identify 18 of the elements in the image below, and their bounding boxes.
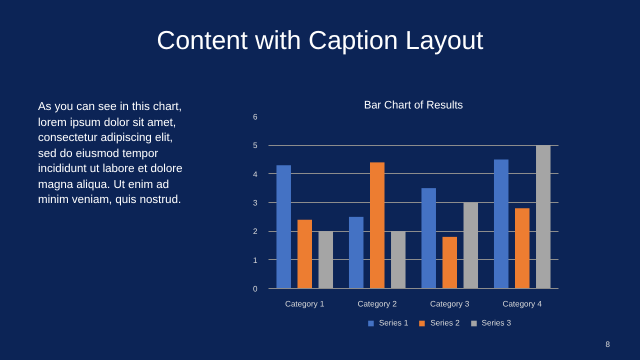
legend-label: Series 2: [430, 318, 460, 328]
y-tick-label: 2: [253, 227, 258, 236]
legend-label: Series 3: [482, 318, 512, 328]
y-tick-label: 6: [253, 112, 258, 122]
y-tick-label: 1: [253, 256, 258, 265]
x-tick-label: Category 2: [358, 300, 398, 308]
y-tick-label: 4: [253, 170, 258, 179]
text: Content with Caption Layout: [156, 24, 484, 57]
x-tick-label: Category 1: [285, 300, 325, 308]
chart-title: Bar Chart of Results: [364, 100, 464, 112]
text: 8: [604, 339, 610, 350]
y-tick-label: 0: [253, 284, 258, 294]
text: As you can see in this chart, lorem ipsum dolor sit amet, consectetur adipiscing elit, sed do eiusmod tempor incididunt ut labore et dolore magna aliqua. Ut enim ad minim veniam, quis nostrud.: [37, 100, 184, 208]
y-tick-label: 3: [253, 198, 258, 208]
y-tick-label: 5: [253, 141, 258, 150]
legend-label: Series 1: [378, 318, 408, 328]
x-tick-label: Category 4: [502, 300, 542, 308]
x-tick-label: Category 3: [430, 300, 470, 308]
